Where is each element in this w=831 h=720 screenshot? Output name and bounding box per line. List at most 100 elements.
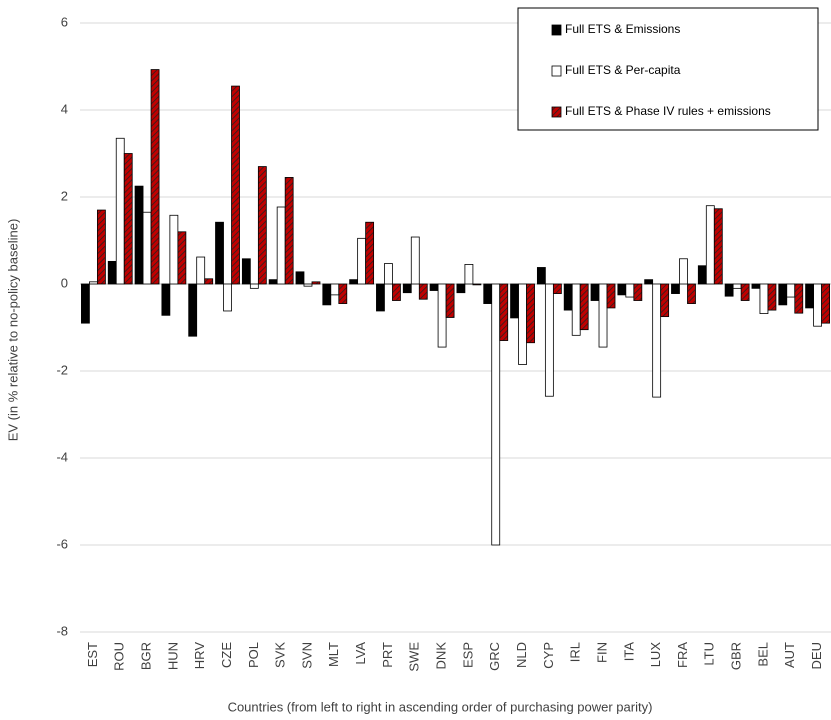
y-axis-title: EV (in % relative to no-policy baseline)	[5, 219, 20, 442]
bar	[215, 221, 224, 285]
bar	[483, 283, 493, 304]
bar	[518, 283, 527, 365]
x-tick-label: POL	[246, 642, 261, 668]
x-tick-label: PRT	[380, 642, 395, 668]
x-tick-label: GRC	[487, 642, 502, 671]
bar	[284, 177, 294, 285]
bar	[579, 283, 589, 331]
bar	[196, 256, 206, 285]
bar	[679, 258, 688, 285]
bar	[563, 283, 573, 311]
bar	[177, 231, 187, 285]
legend-swatch	[551, 65, 562, 77]
bar	[536, 267, 546, 285]
bar	[330, 283, 340, 296]
bar	[89, 281, 98, 285]
bar	[123, 153, 133, 285]
bar	[384, 263, 393, 285]
x-tick-label: GBR	[729, 642, 744, 670]
bar	[241, 258, 251, 285]
y-tick-label: -8	[56, 623, 68, 638]
bar	[767, 283, 777, 311]
bar	[445, 283, 455, 318]
bar	[705, 205, 715, 285]
bar	[295, 271, 305, 285]
bar	[633, 283, 643, 301]
bar	[338, 283, 348, 304]
bar	[161, 283, 171, 316]
bar	[349, 279, 359, 285]
bar	[625, 283, 635, 298]
x-tick-label: LUX	[648, 642, 663, 668]
x-tick-label: LVA	[353, 642, 368, 665]
legend-label: Full ETS & Emissions	[565, 22, 680, 36]
y-tick-label: -4	[56, 449, 68, 464]
y-tick-label: 4	[61, 101, 68, 116]
x-tick-label: BEL	[755, 642, 770, 667]
bar	[794, 283, 804, 314]
bar	[97, 209, 106, 285]
bar	[805, 283, 814, 309]
x-tick-label: EST	[85, 642, 100, 667]
x-tick-label: NLD	[514, 642, 529, 668]
x-tick-label: HRV	[192, 642, 207, 670]
bar	[740, 283, 750, 301]
legend-box	[517, 7, 819, 131]
x-axis-title: Countries (from left to right in ascendi…	[228, 699, 653, 714]
bar	[303, 283, 313, 287]
bar	[759, 283, 769, 314]
bar	[322, 283, 332, 306]
bar	[249, 283, 259, 289]
x-tick-label: DEU	[809, 642, 824, 669]
legend-swatch	[551, 24, 562, 36]
bar	[552, 283, 562, 294]
bar	[429, 283, 439, 291]
bar	[544, 283, 554, 397]
bar	[437, 283, 447, 348]
bar	[81, 283, 90, 324]
x-tick-label: ROU	[112, 642, 127, 671]
bar	[257, 166, 267, 285]
y-tick-label: 6	[61, 14, 68, 29]
bar	[365, 221, 375, 285]
x-tick-label: SWE	[407, 642, 422, 672]
bar	[464, 264, 474, 285]
bar	[472, 283, 482, 286]
bar	[276, 206, 286, 285]
bar	[687, 283, 696, 304]
legend-swatch	[551, 106, 562, 118]
x-tick-label: AUT	[782, 642, 797, 668]
bar	[268, 279, 278, 285]
bar	[813, 283, 822, 327]
bar	[786, 283, 796, 298]
bar	[402, 283, 412, 294]
x-tick-label: ESP	[460, 642, 475, 668]
bar	[376, 283, 385, 312]
bar	[410, 236, 420, 285]
x-tick-label: ITA	[621, 642, 636, 662]
bar	[598, 283, 608, 348]
bar	[713, 208, 723, 285]
x-tick-label: HUN	[165, 642, 180, 670]
x-tick-label: IRL	[568, 642, 583, 662]
x-tick-label: CYP	[541, 642, 556, 669]
x-tick-label: FIN	[594, 642, 609, 663]
bar	[778, 283, 788, 306]
x-tick-label: BGR	[138, 642, 153, 670]
bar	[491, 283, 501, 546]
y-tick-label: 2	[61, 188, 68, 203]
bar	[644, 279, 654, 285]
bar	[311, 281, 321, 285]
x-tick-label: SVK	[273, 642, 288, 668]
bar	[510, 283, 519, 319]
bar	[150, 69, 160, 285]
bar	[142, 211, 152, 285]
bar	[115, 137, 125, 285]
bar	[617, 283, 627, 296]
bar	[204, 278, 214, 285]
bar	[590, 283, 600, 301]
bar	[821, 283, 830, 324]
bar	[231, 85, 240, 285]
bar	[652, 283, 662, 398]
